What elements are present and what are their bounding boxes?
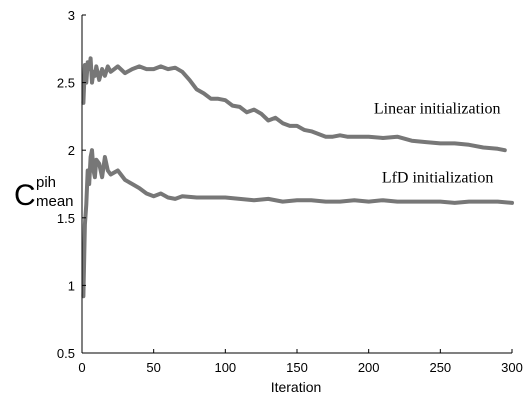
y-axis-title-base: C (14, 179, 36, 212)
series-line-1 (81, 56, 507, 153)
x-tick-label: 300 (501, 360, 523, 375)
y-axis-title-subscript: mean (36, 193, 74, 210)
x-tick-label: 150 (286, 360, 308, 375)
x-tick-label: 200 (358, 360, 380, 375)
x-axis-title: Iteration (271, 379, 322, 395)
y-tick-label: 3 (68, 8, 75, 23)
y-tick-label: 0.5 (57, 346, 75, 361)
y-tick-label: 1.5 (57, 211, 75, 226)
y-axis-title-superscript: pih (36, 174, 56, 191)
x-tick-label: 50 (146, 360, 160, 375)
x-tick-label: 0 (78, 360, 85, 375)
y-tick-label: 2 (68, 143, 75, 158)
series-line-2 (81, 148, 514, 299)
x-tick-label: 100 (214, 360, 236, 375)
series-annotation-2: LfD initialization (382, 170, 494, 187)
x-tick-label: 250 (429, 360, 451, 375)
y-tick-label: 2.5 (57, 76, 75, 91)
series-annotation-1: Linear initialization (374, 101, 501, 118)
y-tick-label: 1 (68, 278, 75, 293)
y-axis-title: C pih mean (14, 174, 74, 212)
